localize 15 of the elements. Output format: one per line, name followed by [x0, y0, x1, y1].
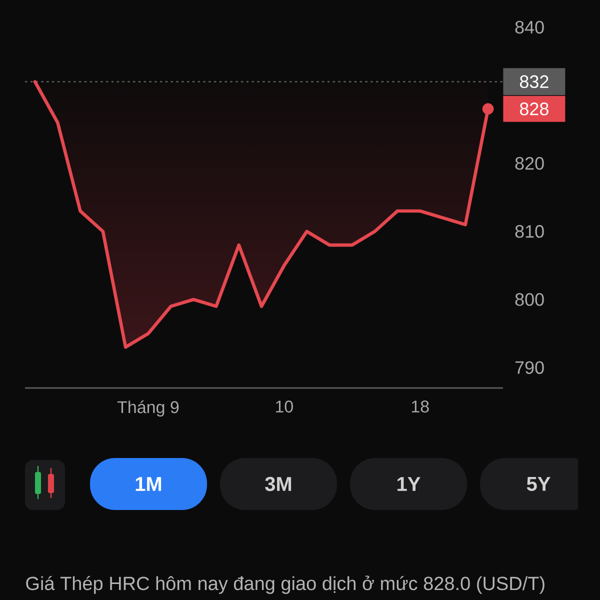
text: 3M [265, 476, 292, 492]
text: 1Y [398, 477, 420, 491]
data-label: 828 [520, 102, 548, 116]
text: 1M [136, 477, 162, 491]
y-tick-label: 820 [515, 156, 544, 170]
text: 5Y [526, 477, 550, 491]
ref-line-label: 832 [520, 75, 548, 88]
y-tick-label: 790 [515, 361, 544, 374]
y-tick-label: 810 [515, 225, 544, 238]
x-tick-label: Tháng 9 [117, 400, 179, 417]
x-tick-label: 10 [276, 400, 293, 413]
x-tick-label: 18 [412, 400, 429, 413]
y-tick-label: 800 [515, 293, 544, 306]
y-tick-label: 840 [515, 20, 544, 34]
text: Giá Thép HRC hôm nay đang giao dịch ở mức 828.0 (USD/T) [26, 576, 544, 594]
